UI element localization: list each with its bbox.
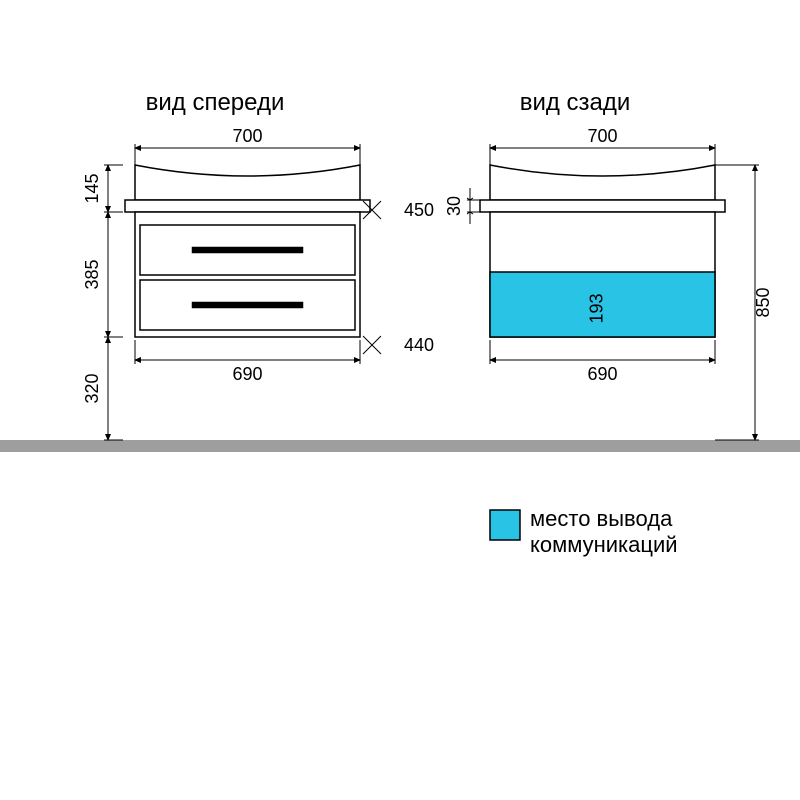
svg-text:690: 690 xyxy=(587,364,617,384)
svg-text:320: 320 xyxy=(82,373,102,403)
svg-text:145: 145 xyxy=(82,173,102,203)
svg-text:690: 690 xyxy=(232,364,262,384)
ground-line xyxy=(0,440,800,452)
svg-text:193: 193 xyxy=(587,293,607,323)
svg-text:700: 700 xyxy=(232,126,262,146)
svg-text:450: 450 xyxy=(404,200,434,220)
technical-drawing: вид спереди 700 145 385 320 690 450 440 вид сзад… xyxy=(0,0,800,800)
svg-text:30: 30 xyxy=(444,196,464,216)
svg-text:385: 385 xyxy=(82,259,102,289)
legend-swatch xyxy=(490,510,520,540)
svg-text:850: 850 xyxy=(753,287,773,317)
svg-text:коммуникаций: коммуникаций xyxy=(530,532,678,557)
svg-text:место вывода: место вывода xyxy=(530,506,673,531)
svg-text:700: 700 xyxy=(587,126,617,146)
svg-text:вид сзади: вид сзади xyxy=(520,89,631,116)
svg-text:440: 440 xyxy=(404,335,434,355)
svg-text:вид спереди: вид спереди xyxy=(146,89,285,116)
